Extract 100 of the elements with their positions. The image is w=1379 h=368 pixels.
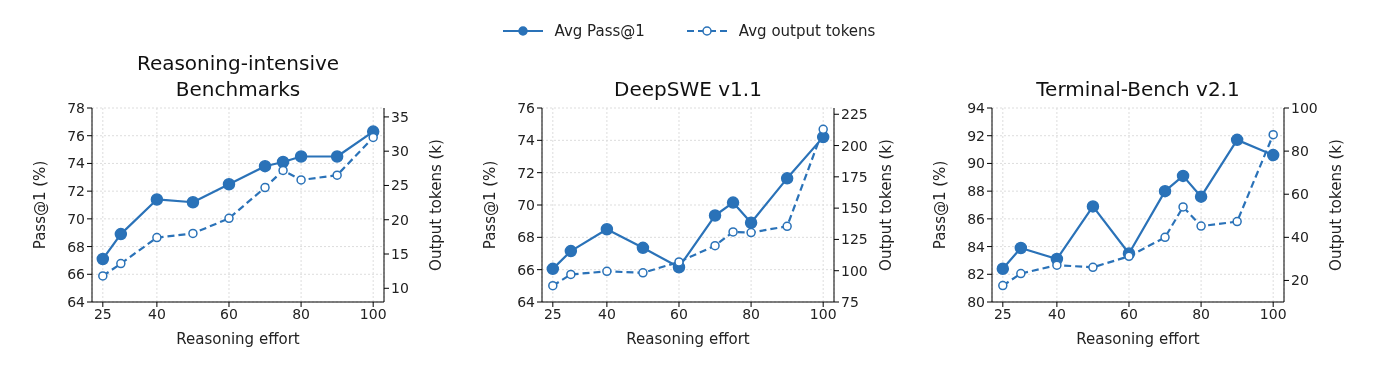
point (546, 262, 560, 276)
point (98, 271, 108, 281)
point (1088, 262, 1098, 273)
y-tick-label: 70 (517, 196, 535, 213)
x-tick-label: 100 (809, 305, 837, 322)
x-tick-label: 40 (1047, 305, 1066, 322)
y2-tick-label: 125 (841, 231, 868, 248)
point (728, 227, 738, 237)
point (222, 177, 236, 191)
y-tick-label: 68 (67, 238, 85, 255)
point (746, 227, 756, 238)
point (116, 258, 126, 269)
point (674, 257, 684, 267)
point (186, 195, 200, 209)
x-tick-label: 80 (742, 305, 760, 322)
point (114, 227, 128, 241)
y2-tick-label: 15 (391, 245, 409, 262)
point (332, 170, 342, 180)
x-tick-label: 60 (670, 305, 688, 322)
y-tick-label: 68 (517, 229, 535, 246)
y2-tick-label: 30 (391, 143, 409, 160)
point (1176, 169, 1190, 183)
point (224, 213, 234, 224)
y2-axis-title: Output tokens (k) (877, 139, 896, 271)
y-tick-label: 66 (517, 261, 536, 278)
y-tick-label: 94 (967, 99, 986, 116)
y2-tick-label: 100 (1291, 99, 1318, 116)
point (1196, 221, 1206, 231)
chart-title: DeepSWE v1.1 (613, 76, 763, 102)
point (330, 150, 344, 163)
y2-tick-label: 40 (1291, 229, 1309, 246)
x-axis-title: Reasoning effort (626, 330, 750, 348)
y-tick-label: 64 (67, 293, 86, 310)
point (708, 209, 722, 222)
y2-tick-label: 20 (1291, 272, 1309, 289)
y-tick-label: 88 (967, 183, 985, 200)
y-axis-title: Pass@1 (%) (931, 160, 950, 250)
point (638, 268, 648, 278)
y2-tick-label: 200 (841, 137, 868, 154)
point (726, 196, 740, 209)
y-tick-label: 74 (67, 155, 86, 172)
point (998, 280, 1008, 291)
y2-tick-label: 35 (391, 108, 409, 125)
x-tick-label: 40 (147, 305, 166, 322)
y-tick-label: 66 (67, 266, 86, 283)
chart-title: Reasoning-intensive Benchmarks (135, 50, 341, 102)
y2-tick-label: 20 (391, 211, 409, 228)
y2-tick-label: 10 (391, 280, 409, 297)
y-tick-label: 84 (967, 238, 986, 255)
x-axis-title: Reasoning effort (1076, 330, 1200, 348)
y2-axis-title: Output tokens (k) (1327, 139, 1346, 271)
y2-tick-label: 150 (841, 200, 868, 217)
point (296, 175, 306, 185)
x-tick-label: 60 (1120, 305, 1138, 322)
y-tick-label: 86 (967, 210, 986, 227)
point (1268, 129, 1278, 140)
x-tick-label: 40 (597, 305, 616, 322)
point (96, 252, 110, 266)
point (1014, 241, 1028, 255)
y-tick-label: 70 (67, 210, 85, 227)
point (294, 150, 308, 163)
y-tick-label: 78 (67, 99, 85, 116)
point (1194, 190, 1208, 203)
point (1016, 268, 1026, 279)
point (150, 193, 164, 206)
y-tick-label: 72 (517, 164, 535, 181)
y2-tick-label: 25 (391, 177, 409, 194)
y2-tick-label: 60 (1291, 186, 1309, 203)
point (188, 228, 198, 239)
y-axis-title: Pass@1 (%) (31, 160, 50, 250)
x-tick-label: 60 (220, 305, 238, 322)
point (564, 244, 578, 258)
y-tick-label: 76 (67, 127, 86, 144)
y2-tick-label: 100 (841, 262, 868, 279)
x-tick-label: 25 (543, 305, 562, 322)
y-tick-label: 76 (517, 99, 536, 116)
point (1158, 184, 1172, 198)
point (1230, 133, 1244, 147)
point (780, 172, 794, 185)
y2-tick-label: 75 (841, 293, 859, 310)
y2-tick-label: 80 (1291, 143, 1309, 160)
point (258, 159, 272, 173)
point (566, 269, 576, 280)
point (548, 280, 558, 291)
point (996, 262, 1010, 275)
x-tick-label: 100 (1259, 305, 1287, 322)
point (152, 232, 162, 243)
point (1086, 200, 1100, 213)
point (602, 266, 612, 277)
x-tick-label: 80 (1192, 305, 1210, 322)
y2-tick-label: 225 (841, 106, 868, 123)
x-tick-label: 25 (993, 305, 1012, 322)
y-tick-label: 72 (67, 183, 85, 200)
y-tick-label: 82 (967, 266, 985, 283)
point (1266, 148, 1280, 162)
y2-axis-title: Output tokens (k) (427, 139, 446, 271)
point (1178, 202, 1188, 212)
point (782, 221, 792, 232)
y-axis-title: Pass@1 (%) (481, 160, 500, 250)
legend-label: Avg Pass@1 (554, 22, 645, 40)
